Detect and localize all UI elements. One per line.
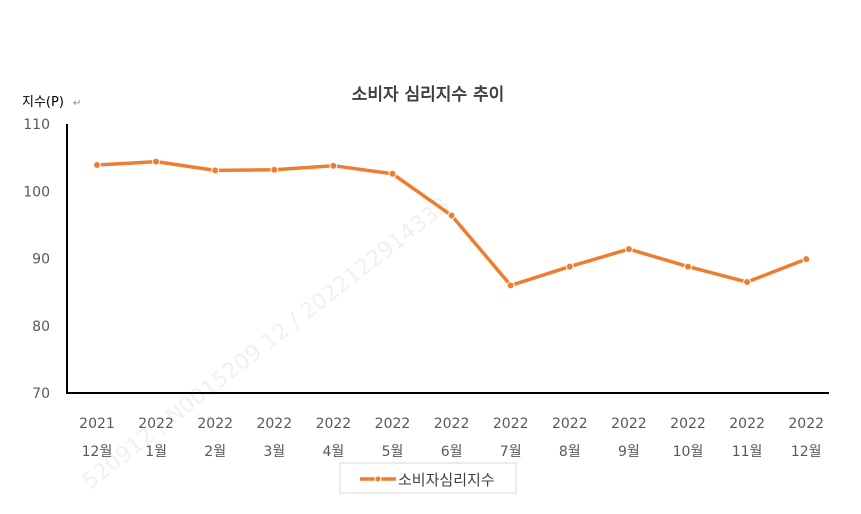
x-tick-year: 2022 <box>670 416 706 432</box>
legend: 소비자심리지수 <box>339 462 517 494</box>
data-point <box>447 211 456 220</box>
data-point <box>329 161 338 170</box>
x-tick-month: 2월 <box>204 444 226 460</box>
x-tick-year: 2022 <box>729 416 765 432</box>
x-tick-year: 2022 <box>552 416 588 432</box>
x-tick-month: 7월 <box>500 444 522 460</box>
data-point <box>506 281 515 290</box>
data-point <box>388 169 397 178</box>
x-tick-year: 2022 <box>434 416 470 432</box>
chart-title: 소비자 심리지수 추이 <box>352 85 505 105</box>
x-tick-month: 5월 <box>382 444 404 460</box>
x-tick-month: 10월 <box>673 444 704 460</box>
x-tick-month: 9월 <box>618 444 640 460</box>
data-point <box>93 161 101 170</box>
x-tick-year: 2022 <box>788 416 824 432</box>
x-tick-month: 12월 <box>82 444 113 460</box>
data-point <box>624 245 633 254</box>
series-line <box>96 159 807 288</box>
x-tick-year: 2022 <box>611 416 647 432</box>
y-tick-label: 110 <box>23 117 50 133</box>
y-axis-label: 지수(P) <box>22 95 64 110</box>
x-tick-year: 2021 <box>79 416 115 432</box>
x-tick-year: 2022 <box>138 416 174 432</box>
legend-marker-icon <box>374 475 382 483</box>
y-tick-label: 70 <box>32 386 50 402</box>
legend-label: 소비자심리지수 <box>398 471 495 489</box>
x-tick-month: 12월 <box>791 444 822 460</box>
data-point <box>211 166 220 175</box>
x-tick-year: 2022 <box>316 416 352 432</box>
return-mark-icon: ↵ <box>73 98 81 109</box>
x-tick-month: 1월 <box>145 444 167 460</box>
data-point <box>152 157 161 166</box>
data-point <box>684 262 692 271</box>
x-tick-month: 6월 <box>441 444 463 460</box>
x-tick-month: 3월 <box>263 444 285 460</box>
y-tick-label: 90 <box>32 252 50 268</box>
data-point <box>743 278 752 287</box>
y-tick-label: 80 <box>32 319 50 335</box>
x-tick-year: 2022 <box>493 416 529 432</box>
x-tick-month: 8월 <box>559 444 581 460</box>
x-tick-month: 11월 <box>732 444 763 460</box>
data-point <box>270 165 279 174</box>
x-tick-month: 4월 <box>323 444 345 460</box>
data-point <box>802 255 811 264</box>
data-point <box>565 262 574 271</box>
x-tick-year: 2022 <box>256 416 292 432</box>
y-tick-label: 100 <box>23 184 50 200</box>
x-tick-year: 2022 <box>375 416 411 432</box>
x-tick-year: 2022 <box>197 416 233 432</box>
